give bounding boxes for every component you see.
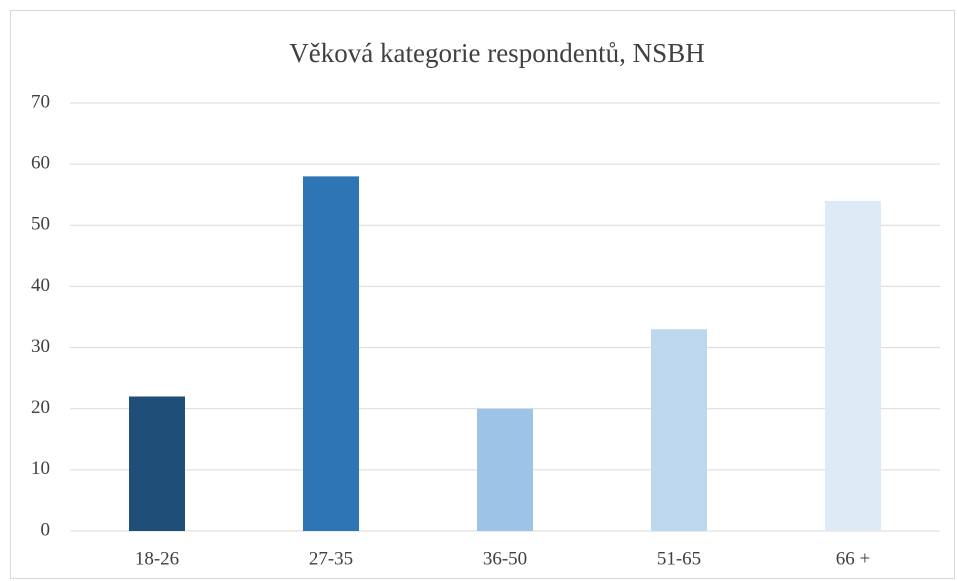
y-tick-label: 70: [31, 91, 50, 112]
y-tick-label: 10: [31, 458, 50, 479]
y-tick-label: 60: [31, 153, 50, 174]
y-tick-label: 0: [41, 519, 51, 540]
bar: [303, 176, 359, 531]
x-tick-label: 27-35: [309, 548, 353, 569]
x-tick-label: 18-26: [135, 548, 179, 569]
chart-title: Věková kategorie respondentů, NSBH: [289, 38, 704, 68]
bar: [651, 329, 707, 531]
bar: [825, 200, 881, 532]
x-tick-label: 66 +: [836, 548, 870, 569]
bar: [477, 408, 533, 531]
y-tick-label: 20: [31, 397, 50, 418]
x-tick-label: 51-65: [657, 548, 701, 569]
y-tick-label: 50: [31, 214, 50, 235]
x-tick-label: 36-50: [483, 548, 527, 569]
y-tick-label: 30: [31, 336, 50, 357]
bar: [129, 396, 185, 531]
y-tick-label: 40: [31, 275, 50, 296]
